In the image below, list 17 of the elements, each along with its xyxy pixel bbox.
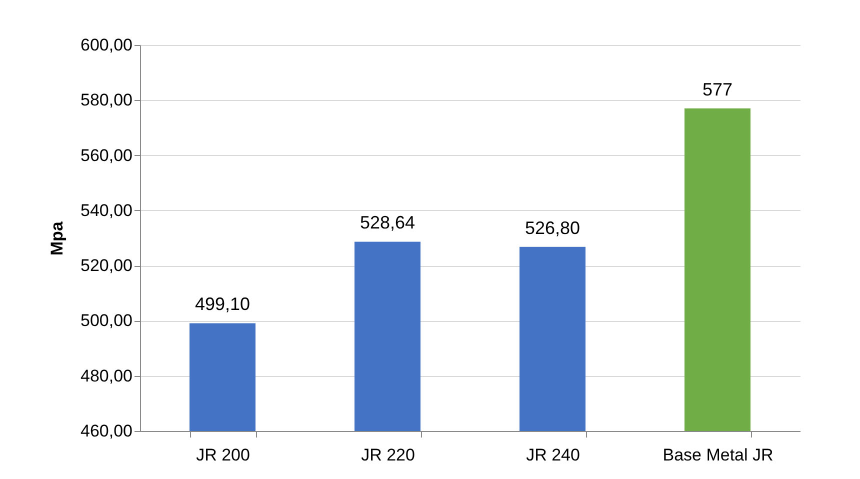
x-tick-label: JR 200: [196, 446, 250, 464]
data-label: 526,80: [524, 218, 580, 238]
data-label: 577: [702, 79, 733, 100]
y-tick-label: 540,00: [80, 200, 132, 220]
y-axis-title: Mpa: [48, 220, 67, 256]
data-label: 528,64: [360, 212, 416, 233]
data-label: 499,10: [194, 294, 250, 314]
x-tick-label: JR 220: [361, 446, 415, 464]
y-tick-label: 560,00: [80, 146, 132, 165]
y-tick-label: 500,00: [80, 311, 132, 330]
y-tick-label: 480,00: [80, 366, 132, 386]
y-tick-label: 460,00: [80, 422, 132, 440]
y-tick-label: 600,00: [80, 36, 132, 54]
x-tick-label: JR 240: [526, 446, 580, 464]
y-tick-label: 520,00: [80, 256, 132, 276]
y-tick-label: 580,00: [80, 90, 132, 110]
x-tick-label: Base Metal JR: [662, 446, 774, 464]
